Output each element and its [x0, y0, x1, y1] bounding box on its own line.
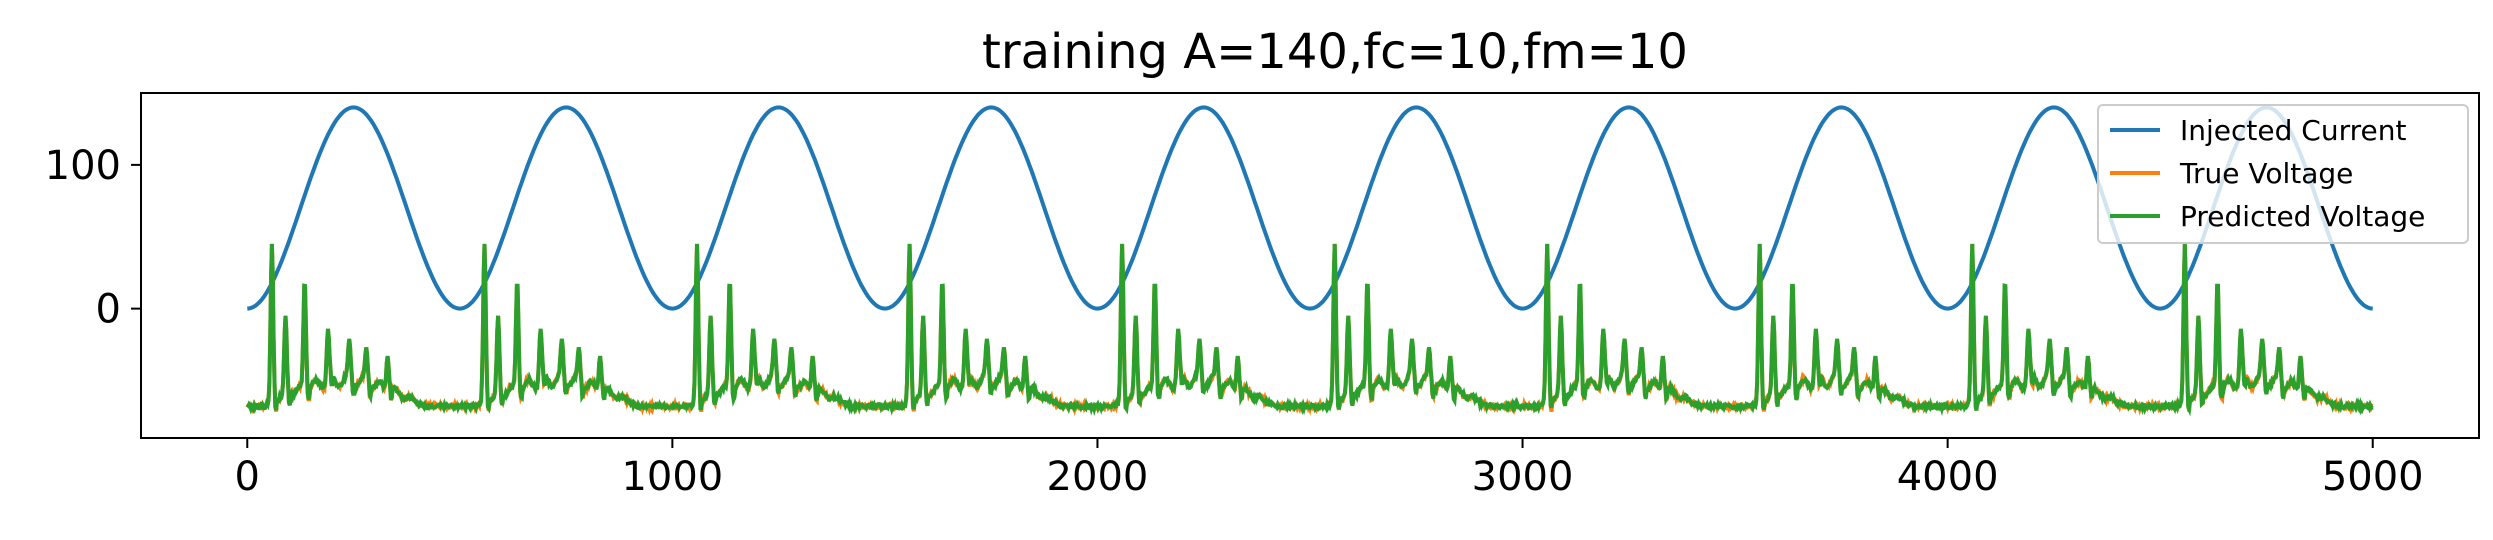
x-tick-label: 0: [235, 454, 260, 500]
x-tick-label: 3000: [1472, 454, 1574, 500]
plot-frame: [140, 92, 2480, 439]
x-tick-label: 5000: [2322, 454, 2424, 500]
chart-title: training A=140,fc=10,fm=10: [982, 24, 1688, 80]
plot-area: [245, 105, 2374, 417]
legend-label: Predicted Voltage: [2180, 200, 2425, 233]
axes: 0 1000 2000 3000 4000 5000 0 100: [45, 143, 2424, 500]
legend-box: [2097, 104, 2469, 244]
y-tick-label: 0: [96, 287, 121, 333]
series-line-predicted-voltage: [245, 243, 2374, 417]
legend-label: Injected Current: [2180, 114, 2406, 147]
x-tick-label: 1000: [621, 454, 723, 500]
legend-label: True Voltage: [2179, 157, 2353, 190]
y-tick-label: 100: [45, 143, 121, 189]
x-tick-label: 2000: [1047, 454, 1149, 500]
x-tick-label: 4000: [1897, 454, 1999, 500]
legend: Injected Current True Voltage Predicted Vo…: [2097, 104, 2469, 244]
series-line-injected-current: [247, 105, 2373, 311]
